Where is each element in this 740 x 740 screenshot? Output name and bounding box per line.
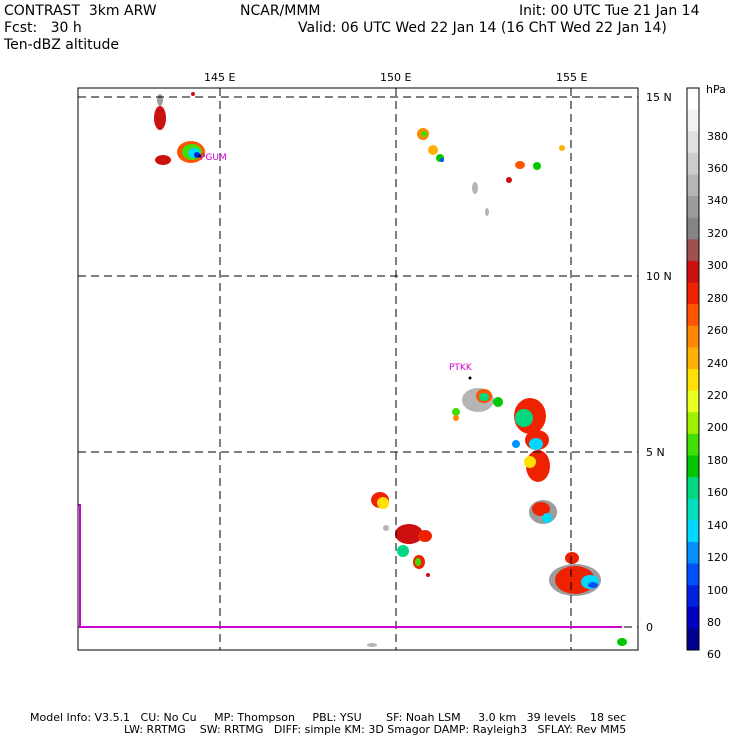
colorbar-swatch	[687, 606, 699, 629]
colorbar-swatch	[687, 520, 699, 543]
lat-label-0: 0	[646, 621, 653, 634]
institution: NCAR/MMM	[240, 3, 321, 19]
reflectivity-field	[154, 92, 627, 647]
colorbar-tick-label: 360	[707, 162, 728, 176]
model-info-line2: LW: RRTMG SW: RRTMG DIFF: simple KM: 3D …	[124, 723, 627, 736]
colorbar-tick-label: 300	[707, 259, 728, 273]
colorbar-swatch	[687, 109, 699, 132]
colorbar-swatch	[687, 541, 699, 565]
field-name: Ten-dBZ altitude	[4, 37, 119, 53]
lat-label-10n: 10 N	[646, 270, 672, 283]
colorbar-swatch	[687, 131, 699, 154]
init-time: Init: 00 UTC Tue 21 Jan 14	[519, 3, 700, 19]
colorbar-swatch	[687, 347, 699, 370]
model-info-line1: Model Info: V3.5.1 CU: No Cu MP: Thompso…	[30, 711, 627, 724]
colorbar-swatch	[687, 628, 699, 651]
colorbar-swatch	[687, 325, 699, 348]
colorbar-swatch	[687, 174, 699, 197]
colorbar-tick-label: 80	[707, 615, 721, 629]
colorbar-tick-label: 220	[707, 389, 728, 403]
station-label-pgum: PGUM	[200, 153, 227, 163]
station-markers	[198, 154, 472, 380]
colorbar-swatch	[687, 88, 699, 111]
colorbar-frame	[686, 87, 700, 651]
colorbar-swatch	[687, 585, 699, 608]
colorbar-tick-label: 200	[707, 421, 728, 435]
boundary-lines	[78, 504, 622, 628]
station-label-ptkk: PTKK	[449, 363, 472, 373]
colorbar-swatch	[687, 152, 699, 175]
colorbar-tick-label: 120	[707, 551, 728, 565]
colorbar-tick-label: 160	[707, 486, 728, 500]
colorbar-swatch	[687, 477, 699, 500]
colorbar-swatch	[687, 412, 699, 435]
colorbar-tick-label: 320	[707, 226, 728, 240]
colorbar-swatch	[687, 369, 699, 392]
colorbar	[686, 87, 700, 651]
colorbar-swatch	[687, 196, 699, 219]
lon-label-145: 145 E	[204, 71, 236, 84]
lon-label-155: 155 E	[556, 71, 588, 84]
valid-time: Valid: 06 UTC Wed 22 Jan 14 (16 ChT Wed …	[298, 20, 667, 36]
colorbar-tick-label: 100	[707, 583, 728, 597]
model-title: CONTRAST 3km ARW	[4, 3, 157, 19]
map-frame	[77, 87, 639, 651]
colorbar-tick-label: 380	[707, 129, 728, 143]
lat-label-15n: 15 N	[646, 91, 672, 104]
colorbar-swatch	[687, 498, 699, 521]
colorbar-swatch	[687, 260, 699, 284]
colorbar-swatch	[687, 563, 699, 586]
colorbar-swatch	[687, 282, 699, 305]
colorbar-swatch	[687, 217, 699, 240]
colorbar-tick-label: 140	[707, 518, 728, 532]
colorbar-tick-label: 340	[707, 194, 728, 208]
colorbar-tick-label: 60	[707, 648, 721, 662]
graticule	[78, 88, 638, 650]
colorbar-swatch	[687, 304, 699, 327]
colorbar-swatch	[687, 455, 699, 478]
colorbar-swatch	[687, 390, 699, 413]
colorbar-unit: hPa	[706, 83, 726, 96]
forecast-hour: Fcst: 30 h	[4, 20, 82, 36]
colorbar-swatch	[687, 239, 699, 262]
colorbar-tick-label: 180	[707, 453, 728, 467]
colorbar-tick-label: 280	[707, 291, 728, 305]
lat-label-5n: 5 N	[646, 446, 665, 459]
colorbar-swatch	[687, 433, 699, 456]
colorbar-tick-label: 260	[707, 324, 728, 338]
colorbar-tick-label: 240	[707, 356, 728, 370]
lon-label-150: 150 E	[380, 71, 412, 84]
